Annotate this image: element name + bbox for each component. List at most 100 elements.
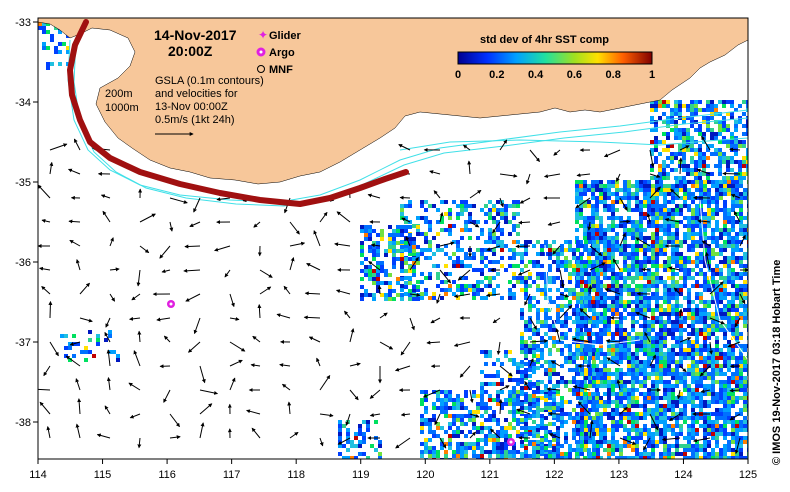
velocity-arrow bbox=[319, 374, 331, 391]
colorbar-tick-label: 0.4 bbox=[528, 69, 544, 81]
velocity-arrow bbox=[733, 210, 741, 223]
velocity-arrow bbox=[589, 419, 594, 439]
velocity-arrow bbox=[727, 341, 741, 348]
velocity-arrow bbox=[619, 437, 637, 445]
velocity-arrow bbox=[496, 341, 501, 355]
velocity-arrow bbox=[183, 268, 201, 273]
argo-float-core bbox=[169, 302, 173, 306]
velocity-arrow bbox=[289, 431, 299, 439]
velocity-arrow bbox=[679, 145, 690, 151]
lat-tick-label: -37 bbox=[15, 337, 31, 349]
velocity-arrow bbox=[409, 256, 419, 271]
velocity-arrow bbox=[409, 292, 421, 297]
velocity-arrow bbox=[612, 258, 621, 271]
velocity-arrow bbox=[169, 413, 180, 428]
velocity-arrow bbox=[41, 218, 51, 223]
lat-tick-label: -33 bbox=[15, 17, 31, 29]
velocity-arrow bbox=[439, 437, 447, 449]
velocity-arrow bbox=[349, 362, 361, 367]
date-label: 14-Nov-2017 bbox=[154, 27, 237, 43]
colorbar bbox=[457, 51, 653, 65]
velocity-arrow bbox=[283, 285, 291, 295]
velocity-arrow bbox=[678, 157, 683, 175]
velocity-arrow bbox=[169, 435, 181, 440]
velocity-arrow bbox=[405, 235, 411, 247]
velocity-arrow bbox=[552, 245, 561, 255]
gsla-note-line-2: and velocities for bbox=[155, 88, 238, 100]
velocity-arrow bbox=[43, 365, 51, 377]
velocity-arrow bbox=[619, 197, 628, 211]
velocity-arrow bbox=[559, 305, 573, 319]
velocity-arrow bbox=[289, 241, 306, 247]
velocity-arrow bbox=[439, 241, 455, 247]
velocity-arrow bbox=[252, 335, 261, 343]
velocity-arrow bbox=[229, 359, 243, 367]
velocity-arrow bbox=[699, 365, 711, 377]
velocity-arrow bbox=[69, 341, 81, 346]
velocity-arrow bbox=[616, 379, 621, 391]
velocity-arrow bbox=[490, 428, 501, 439]
velocity-arrow bbox=[136, 269, 141, 287]
velocity-arrow bbox=[649, 186, 661, 199]
velocity-arrow bbox=[515, 244, 531, 249]
velocity-arrow bbox=[109, 237, 114, 247]
velocity-arrow bbox=[439, 212, 444, 223]
velocity-arrow bbox=[649, 413, 659, 431]
velocity-vectors bbox=[38, 135, 748, 455]
velocity-arrow bbox=[137, 437, 142, 449]
velocity-arrow bbox=[722, 171, 741, 176]
velocity-arrow bbox=[492, 317, 501, 324]
velocity-arrow bbox=[524, 380, 531, 391]
velocity-arrow bbox=[457, 269, 471, 281]
velocity-arrow bbox=[75, 259, 81, 271]
velocity-arrow bbox=[668, 413, 681, 422]
velocity-arrow bbox=[250, 363, 261, 368]
velocity-arrow bbox=[79, 317, 93, 323]
argo-legend-label: Argo bbox=[269, 47, 295, 59]
lat-tick-label: -36 bbox=[15, 257, 31, 269]
velocity-arrow bbox=[668, 266, 681, 271]
velocity-arrow bbox=[453, 293, 471, 299]
velocity-arrow bbox=[73, 138, 81, 151]
velocity-arrow bbox=[576, 173, 591, 178]
lon-tick-label: 120 bbox=[416, 469, 434, 481]
velocity-arrow bbox=[199, 389, 219, 395]
velocity-arrow bbox=[467, 160, 472, 175]
velocity-arrow bbox=[400, 412, 411, 417]
velocity-arrow bbox=[646, 212, 651, 223]
velocity-arrow bbox=[606, 357, 621, 367]
velocity-arrow bbox=[281, 383, 291, 391]
lon-tick-label: 115 bbox=[94, 469, 112, 481]
velocity-arrow bbox=[185, 293, 201, 302]
lon-tick-label: 118 bbox=[287, 469, 305, 481]
velocity-arrow bbox=[161, 269, 171, 274]
velocity-arrow bbox=[229, 341, 246, 352]
velocity-arrow bbox=[734, 317, 741, 328]
velocity-arrow bbox=[673, 287, 681, 295]
velocity-arrow bbox=[79, 282, 90, 295]
velocity-arrow bbox=[193, 317, 201, 335]
velocity-arrow bbox=[575, 197, 591, 209]
velocity-arrow bbox=[349, 389, 359, 401]
lon-tick-label: 117 bbox=[223, 469, 241, 481]
velocity-arrow bbox=[469, 389, 474, 404]
velocity-arrow bbox=[229, 316, 240, 321]
lon-tick-label: 121 bbox=[481, 469, 499, 481]
velocity-arrow bbox=[69, 239, 81, 247]
velocity-arrow bbox=[319, 437, 324, 447]
velocity-arrow bbox=[619, 406, 628, 415]
velocity-arrow bbox=[184, 244, 201, 249]
velocity-arrow bbox=[605, 339, 621, 344]
velocity-arrow bbox=[109, 267, 120, 272]
velocity-arrow bbox=[370, 243, 381, 248]
velocity-arrow bbox=[39, 401, 51, 415]
glider-legend-label: Glider bbox=[269, 30, 302, 42]
velocity-arrow bbox=[587, 221, 592, 231]
velocity-arrow bbox=[469, 413, 480, 418]
velocity-arrow bbox=[635, 237, 651, 247]
velocity-arrow bbox=[104, 405, 111, 415]
velocity-arrow bbox=[257, 304, 262, 319]
velocity-arrow bbox=[644, 331, 651, 343]
velocity-arrow bbox=[377, 285, 382, 295]
